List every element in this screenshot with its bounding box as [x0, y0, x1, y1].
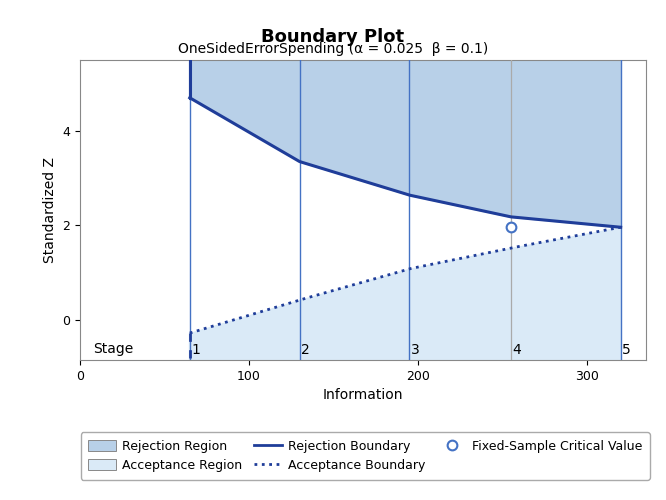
Text: 2: 2 — [301, 343, 310, 357]
Text: Stage: Stage — [93, 342, 134, 356]
Legend: Rejection Region, Acceptance Region, Rejection Boundary, Acceptance Boundary, Fi: Rejection Region, Acceptance Region, Rej… — [81, 432, 649, 480]
Text: 3: 3 — [411, 343, 420, 357]
Text: 1: 1 — [191, 343, 200, 357]
Text: 5: 5 — [622, 343, 631, 357]
Text: 4: 4 — [513, 343, 521, 357]
X-axis label: Information: Information — [323, 388, 403, 402]
Text: Boundary Plot: Boundary Plot — [262, 28, 404, 46]
Y-axis label: Standardized Z: Standardized Z — [43, 157, 57, 263]
Text: OneSidedErrorSpending (α = 0.025  β = 0.1): OneSidedErrorSpending (α = 0.025 β = 0.1… — [178, 42, 488, 56]
